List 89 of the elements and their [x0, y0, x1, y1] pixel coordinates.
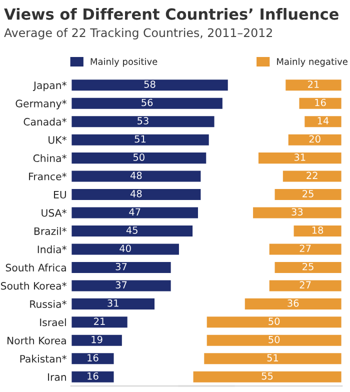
data-label: 36: [288, 299, 299, 307]
data-label: 48: [130, 172, 142, 180]
y-tick-label: France*: [29, 172, 67, 180]
legend-label: Mainly negative: [277, 58, 348, 67]
data-label: 19: [92, 336, 102, 344]
y-tick-label: EU: [54, 190, 66, 199]
data-label: 58: [144, 80, 156, 88]
data-label: 47: [129, 208, 140, 216]
y-tick-label: South Korea*: [1, 282, 67, 290]
bar: [71, 242, 180, 256]
data-label: 16: [88, 372, 98, 380]
y-tick-label: Brazil*: [34, 227, 67, 235]
bar: [268, 242, 342, 256]
bar: [71, 297, 156, 311]
bar: [71, 315, 129, 330]
bar: [71, 370, 116, 384]
data-label: 50: [268, 336, 280, 344]
bar: [205, 315, 342, 330]
data-label: 56: [142, 98, 153, 106]
data-label: 27: [300, 281, 311, 288]
bar: [202, 352, 342, 366]
data-label: 51: [134, 135, 146, 143]
bar: [205, 334, 342, 348]
data-label: 53: [138, 117, 148, 124]
data-label: 48: [130, 190, 142, 198]
bar: [71, 278, 172, 293]
data-label: 45: [126, 226, 138, 234]
y-tick-label: Germany*: [16, 100, 67, 110]
y-tick-label: Pakistan*: [20, 354, 67, 363]
bar: [292, 224, 342, 238]
data-label: 16: [315, 98, 326, 106]
y-tick-label: Canada*: [24, 118, 67, 126]
data-label: 21: [308, 80, 319, 88]
bar: [71, 224, 194, 238]
data-label: 22: [306, 172, 318, 179]
bar: [268, 278, 342, 293]
data-label: 27: [300, 244, 311, 252]
data-label: 55: [262, 372, 273, 380]
y-tick-label: Japan*: [32, 81, 67, 92]
bar: [303, 114, 342, 128]
bar: [71, 78, 230, 92]
y-tick-label: USA*: [42, 209, 67, 217]
bar: [71, 206, 200, 220]
bar: [298, 96, 342, 110]
y-tick-label: Israel: [40, 318, 66, 326]
data-label: 33: [292, 208, 303, 216]
data-label: 21: [94, 318, 105, 325]
y-tick-label: China*: [33, 154, 67, 162]
y-tick-label: North Korea: [8, 336, 66, 344]
data-label: 31: [108, 299, 118, 307]
y-tick-label: Russia*: [30, 300, 67, 308]
data-label: 37: [116, 281, 127, 289]
bar: [71, 334, 124, 348]
data-label: 14: [318, 117, 329, 124]
bar: [71, 169, 202, 184]
y-tick-label: India*: [38, 245, 67, 254]
legend-label: Mainly positive: [90, 58, 158, 67]
chart-subtitle: Average of 22 Tracking Countries, 2011–2012: [4, 28, 272, 40]
chart-title: Views of Different Countries’ Influence: [4, 8, 338, 20]
y-tick-label: UK*: [48, 136, 67, 144]
bar: [71, 352, 116, 366]
data-label: 51: [267, 354, 278, 362]
data-label: 20: [309, 135, 320, 143]
data-label: 40: [120, 244, 131, 252]
bar: [71, 96, 224, 110]
bar: [257, 151, 342, 165]
bar: [252, 206, 342, 220]
data-label: 37: [116, 262, 127, 270]
bar: [244, 297, 342, 311]
bar: [273, 260, 342, 274]
bar: [286, 132, 342, 147]
data-label: 25: [302, 262, 314, 270]
y-tick-label: South Africa: [6, 264, 66, 272]
data-label: 25: [302, 190, 314, 198]
data-label: 50: [133, 154, 144, 161]
data-label: 31: [294, 154, 306, 161]
bar: [71, 114, 216, 128]
bar: [284, 78, 342, 92]
y-tick-label: Iran: [48, 373, 66, 381]
data-label: 18: [312, 226, 324, 234]
bar: [192, 370, 342, 384]
bar: [273, 188, 342, 202]
bar: [71, 260, 172, 274]
bar: [282, 169, 342, 184]
bar: [71, 188, 202, 202]
data-label: 50: [268, 318, 280, 325]
bar: [71, 151, 208, 165]
data-label: 16: [88, 354, 98, 362]
bar: [71, 132, 210, 147]
